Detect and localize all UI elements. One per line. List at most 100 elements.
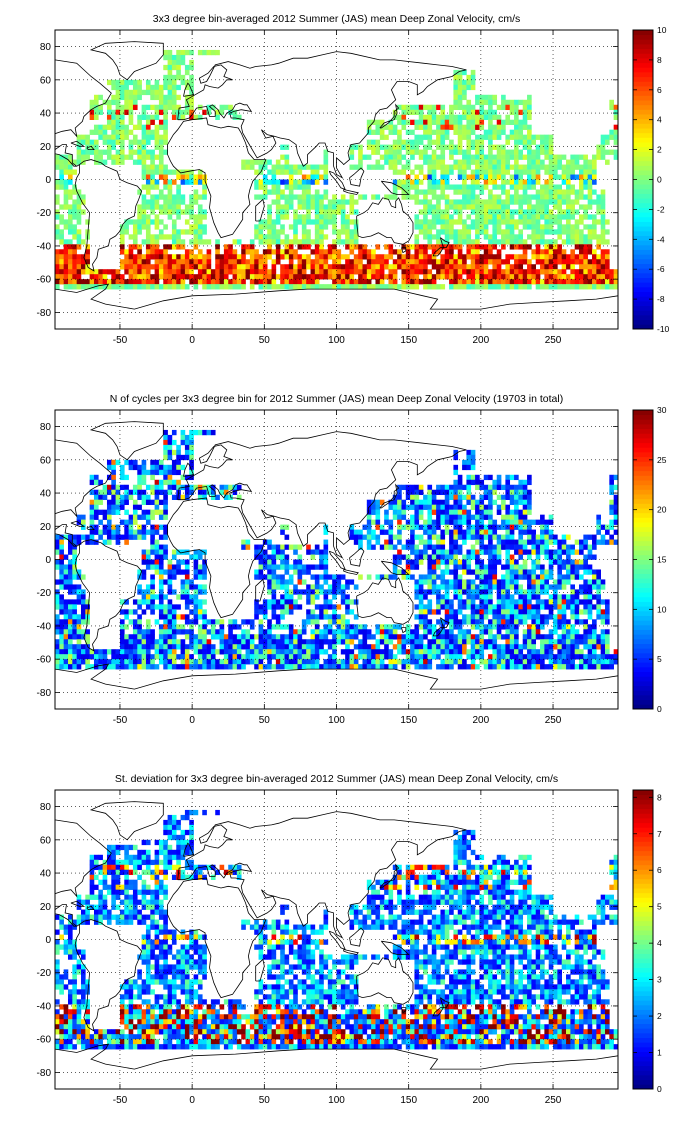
heat-cell: [314, 574, 320, 580]
heat-cell: [423, 174, 428, 180]
heat-cell: [518, 214, 524, 220]
heat-cell: [600, 154, 606, 160]
heat-cell: [163, 499, 168, 505]
heat-cell: [67, 574, 73, 580]
heat-cell: [592, 284, 597, 290]
heat-cell: [310, 249, 316, 255]
heat-cell: [336, 249, 342, 255]
heat-cell: [72, 214, 77, 220]
heat-cell: [392, 284, 398, 290]
heat-cell: [613, 529, 618, 535]
heat-cell: [570, 229, 575, 235]
heat-cell: [310, 239, 316, 245]
heat-cell: [193, 284, 199, 290]
heat-cell: [258, 564, 264, 570]
heat-cell: [553, 269, 558, 275]
heat-cell: [600, 234, 606, 240]
heat-cell: [271, 609, 277, 615]
heat-cell: [483, 199, 489, 205]
heat-cell: [436, 154, 441, 160]
heat-cell: [163, 259, 168, 265]
heat-cell: [340, 204, 346, 210]
heat-cell: [197, 194, 203, 200]
heat-cell: [574, 209, 580, 215]
heat-cell: [137, 124, 142, 130]
heat-cell: [72, 159, 77, 165]
heat-cell: [345, 604, 350, 610]
heat-cell: [327, 209, 333, 215]
heat-cell: [462, 614, 467, 620]
heat-cell: [275, 544, 281, 550]
coastline-14: [440, 237, 450, 248]
heat-cell: [496, 544, 502, 550]
heat-cell: [119, 224, 125, 230]
heat-cell: [388, 519, 394, 525]
heat-cell: [150, 509, 155, 515]
heat-cell: [414, 554, 420, 560]
heat-cell: [137, 139, 142, 145]
heat-cell: [288, 254, 294, 260]
heat-cell: [154, 554, 160, 560]
heat-cell: [319, 204, 324, 210]
heat-cell: [111, 139, 116, 145]
heat-cell: [55, 229, 60, 235]
heat-cell: [561, 559, 567, 565]
heat-cell: [176, 494, 181, 500]
heat-cell: [527, 569, 532, 575]
heat-cell: [548, 209, 554, 215]
heat-cell: [59, 584, 64, 590]
heat-cell: [453, 514, 459, 520]
heat-cell: [553, 604, 558, 610]
heat-cell: [72, 534, 77, 540]
heat-cell: [440, 484, 446, 491]
heat-cell: [150, 169, 155, 175]
heat-cell: [431, 149, 437, 155]
heat-cell: [154, 274, 160, 280]
heat-cell: [176, 484, 181, 491]
heat-cell: [55, 234, 60, 240]
heat-cell: [423, 539, 428, 545]
heat-cell: [587, 589, 593, 595]
heat-cell: [527, 274, 532, 280]
heat-cell: [444, 554, 450, 560]
heat-cell: [488, 109, 493, 116]
heat-cell: [518, 119, 524, 125]
heat-cell: [306, 229, 311, 235]
heat-cell: [453, 614, 459, 620]
heat-cell: [176, 204, 181, 210]
heat-cell: [592, 579, 597, 585]
heat-cell: [605, 219, 610, 225]
heat-cell: [258, 264, 264, 270]
heat-cell: [128, 459, 134, 466]
heat-cell: [566, 254, 571, 260]
heat-cell: [358, 274, 363, 280]
heat-cell: [72, 259, 77, 265]
heat-cell: [392, 264, 398, 270]
heat-cell: [423, 119, 428, 125]
heat-cell: [531, 174, 537, 180]
heat-cell: [518, 274, 524, 280]
heat-cell: [405, 149, 411, 155]
heat-cell: [158, 534, 164, 540]
heat-cell: [488, 539, 493, 545]
heat-cell: [189, 109, 194, 116]
heat-cell: [184, 84, 190, 91]
heat-cell: [583, 589, 588, 595]
heat-cell: [202, 189, 207, 195]
heat-cell: [111, 144, 116, 150]
heat-cell: [340, 619, 346, 625]
heat-cell: [141, 159, 147, 165]
heat-cell: [518, 549, 524, 555]
heat-cell: [124, 624, 129, 630]
heat-cell: [371, 269, 376, 275]
heat-cell: [436, 534, 441, 540]
heat-cell: [124, 499, 129, 505]
heat-cell: [284, 559, 290, 565]
heat-cell: [262, 284, 268, 290]
heat-cell: [323, 209, 329, 215]
heat-cell: [496, 479, 502, 486]
colorbar-tick-label: -10: [657, 324, 670, 334]
heat-cell: [167, 214, 173, 220]
heat-cell: [119, 499, 125, 505]
heat-cell: [427, 284, 433, 290]
